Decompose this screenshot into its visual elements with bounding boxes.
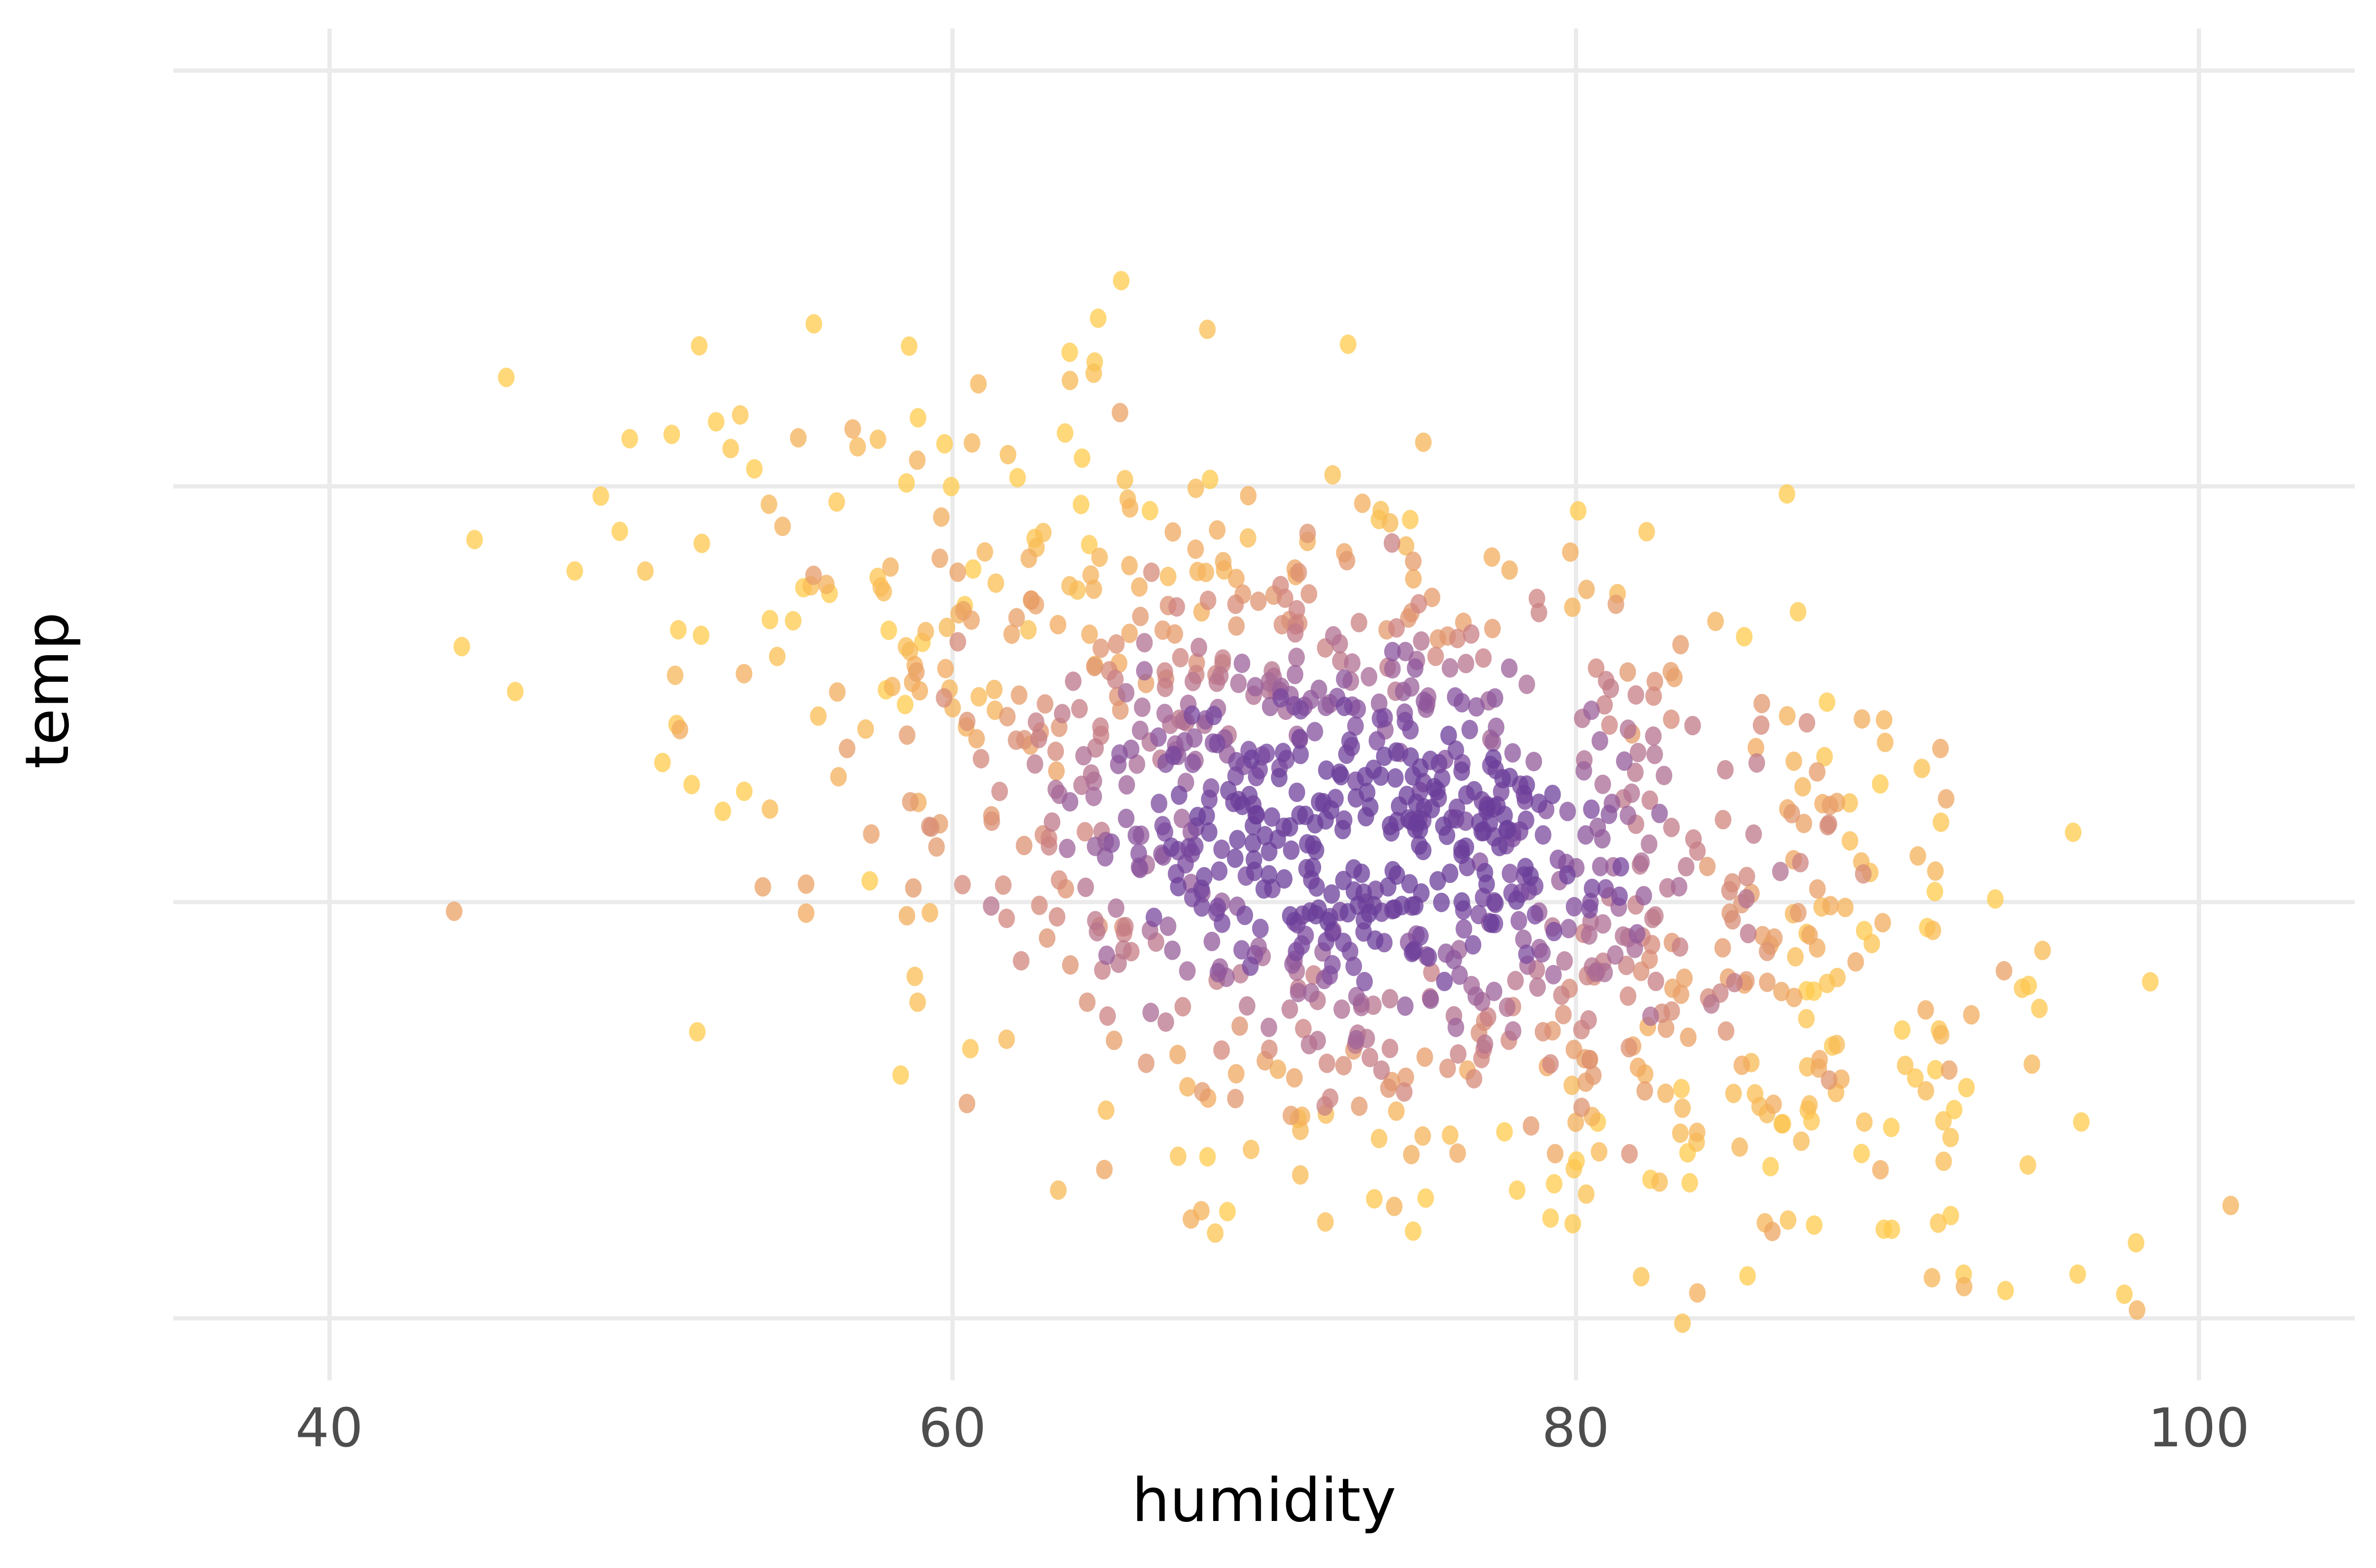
x-tick-label-60: 60 — [919, 1397, 987, 1459]
x-axis-title: humidity — [1131, 1465, 1397, 1535]
plot-panel — [173, 29, 2355, 1380]
y-axis-title: temp — [12, 612, 82, 769]
gridline-x-40 — [327, 29, 332, 1380]
gridline-y-10 — [173, 900, 2355, 905]
y-axis-title-container: temp — [0, 0, 95, 1380]
scatter-points-layer — [173, 29, 2355, 1380]
gridline-y-20 — [173, 484, 2355, 488]
gridline-x-100 — [2197, 29, 2202, 1380]
gridline-y-30 — [173, 68, 2355, 73]
x-tick-label-80: 80 — [1542, 1397, 1610, 1459]
x-tick-label-100: 100 — [2148, 1397, 2250, 1459]
scatter-points — [446, 271, 2239, 1333]
gridline-y-0 — [173, 1316, 2355, 1320]
x-tick-label-40: 40 — [295, 1397, 364, 1459]
gridline-x-80 — [1573, 29, 1578, 1380]
